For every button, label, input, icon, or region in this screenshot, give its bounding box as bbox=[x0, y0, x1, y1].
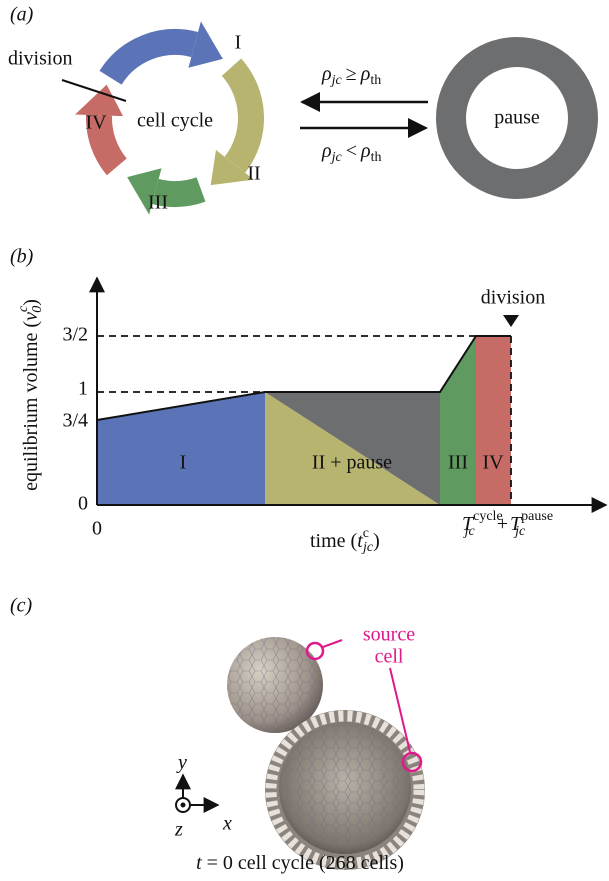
condition-label: ρjc<ρth bbox=[321, 140, 382, 166]
phase-label: II bbox=[247, 163, 260, 185]
y-tick-label: 0 bbox=[78, 493, 88, 515]
aggregate-cut bbox=[265, 710, 425, 870]
label-text: equilibrium volume ( bbox=[20, 321, 42, 491]
label-text: ) bbox=[373, 530, 380, 552]
source-label: cell bbox=[375, 646, 404, 668]
phase-label: III bbox=[148, 192, 168, 214]
operator: + bbox=[497, 513, 508, 535]
subscript: th bbox=[371, 150, 382, 165]
operator: < bbox=[346, 140, 357, 162]
symbol: ρ bbox=[321, 63, 332, 85]
pointer-line bbox=[323, 640, 342, 647]
subscript: jc bbox=[330, 150, 343, 165]
cycle-segment bbox=[111, 42, 195, 78]
subscript: th bbox=[370, 73, 381, 88]
superscript: pause bbox=[521, 509, 553, 524]
y-tick-label: 3/2 bbox=[62, 324, 88, 346]
region-i bbox=[97, 392, 265, 505]
subscript: jc bbox=[330, 73, 343, 88]
y-tick-label: 3/4 bbox=[62, 410, 88, 432]
condition-label: ρjc≥ρth bbox=[321, 63, 381, 89]
panel-label: (b) bbox=[10, 246, 34, 268]
region-iv bbox=[476, 336, 511, 505]
subscript: 0 bbox=[30, 306, 45, 313]
cycle-label: cell cycle bbox=[137, 110, 213, 132]
axis-z-dot bbox=[181, 803, 186, 808]
caption: t = 0 cell cycle (268 cells) bbox=[196, 852, 404, 874]
axis-label: z bbox=[174, 819, 183, 841]
caption-text: = 0 cell cycle (268 cells) bbox=[202, 852, 404, 874]
region-label: II + pause bbox=[312, 452, 392, 474]
phase-label: I bbox=[235, 32, 242, 54]
phase-label: IV bbox=[85, 112, 107, 134]
panel-label: (c) bbox=[10, 595, 33, 617]
region-label: I bbox=[180, 452, 187, 474]
y-axis-label: equilibrium volume (vc0) bbox=[16, 299, 45, 491]
operator: ≥ bbox=[346, 63, 357, 85]
panel-label: (a) bbox=[10, 4, 34, 26]
subscript: jc bbox=[463, 524, 476, 539]
cell-mesh bbox=[279, 722, 411, 854]
division-label: division bbox=[8, 48, 72, 70]
division-marker bbox=[503, 315, 519, 327]
region-label: III bbox=[448, 452, 468, 474]
symbol: ρ bbox=[360, 63, 371, 85]
region-iii bbox=[440, 336, 476, 505]
region-label: IV bbox=[482, 452, 504, 474]
y-tick-label: 1 bbox=[78, 378, 88, 400]
aggregate-top bbox=[227, 637, 323, 733]
x-origin-label: 0 bbox=[92, 518, 102, 540]
cell-mesh bbox=[227, 637, 323, 733]
superscript: c bbox=[363, 526, 369, 541]
source-cell-marker bbox=[307, 643, 323, 659]
subscript: jc bbox=[361, 540, 374, 555]
cycle-segment bbox=[231, 67, 251, 165]
label-text: time ( bbox=[310, 530, 358, 552]
division-label: division bbox=[481, 287, 545, 309]
pause-label: pause bbox=[494, 107, 540, 129]
subscript: jc bbox=[513, 524, 526, 539]
figure: (a) cell cycle division I II III IV ρjc≥… bbox=[0, 0, 609, 881]
axis-label: y bbox=[176, 752, 187, 774]
source-label: source bbox=[363, 624, 415, 646]
label-text: ) bbox=[20, 299, 42, 306]
symbol: ρ bbox=[321, 140, 332, 162]
axis-label: x bbox=[222, 813, 232, 835]
symbol: ρ bbox=[360, 140, 371, 162]
